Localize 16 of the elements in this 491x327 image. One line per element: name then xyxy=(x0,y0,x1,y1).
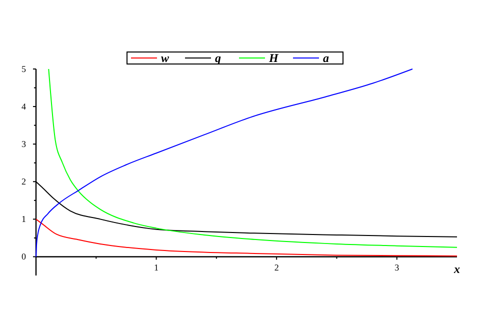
y-tick-label: 4 xyxy=(22,102,26,112)
x-tick-label: 1 xyxy=(154,262,159,273)
line-series xyxy=(36,68,413,258)
y-tick-label: 1 xyxy=(22,214,26,224)
y-tick-label: 2 xyxy=(22,176,26,187)
line-series xyxy=(48,68,458,248)
y-tick-label: 3 xyxy=(22,139,26,150)
legend-label: a xyxy=(323,51,329,65)
x-tick-label: 2 xyxy=(274,262,279,273)
legend-label: H xyxy=(268,51,279,65)
x-tick-label: 3 xyxy=(394,262,400,273)
y-tick-label: 0 xyxy=(22,252,26,262)
y-tick-label: 5 xyxy=(22,64,26,74)
x-axis-title: x xyxy=(453,262,460,276)
line-series xyxy=(36,218,458,256)
legend-label: w xyxy=(161,51,170,65)
